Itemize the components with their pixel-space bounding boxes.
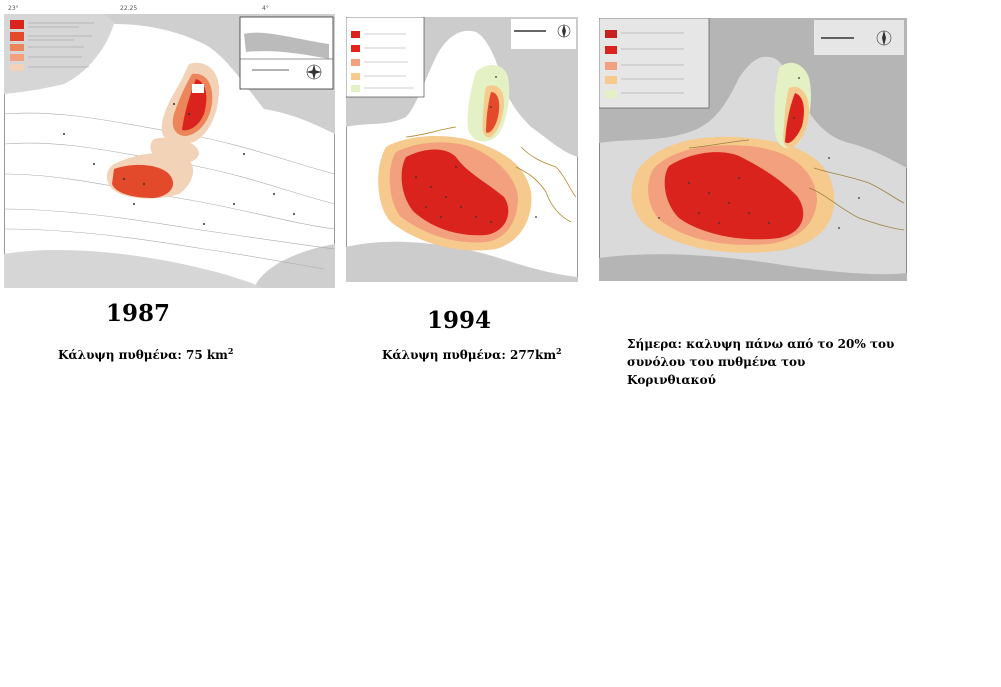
coverage-caption-today: Σήμερα: καλυψη πάνω από το 20% του συνόλ… <box>627 335 897 389</box>
year-label-1994: 1994 <box>427 307 492 334</box>
svg-text:22.25: 22.25 <box>120 5 137 12</box>
land-north <box>346 17 578 157</box>
land-south <box>599 254 907 281</box>
zone-red-today <box>664 152 804 240</box>
map-1987 <box>4 14 335 288</box>
year-label-1987: 1987 <box>106 300 171 327</box>
zone-red-1994 <box>401 149 509 236</box>
compass-rose-icon <box>306 64 322 80</box>
caption-line-1: Σήμερα: καλυψη πάνω από το 20% του <box>627 337 895 351</box>
compass-rose-icon <box>876 30 892 46</box>
axis-ticks-1987: 23° 22.25 4° <box>8 5 269 12</box>
coverage-caption-1987: Κάλυψη πυθμένα: 75 km2 <box>58 346 234 362</box>
land-south <box>4 249 264 288</box>
compass-rose-icon <box>557 24 571 38</box>
map-1994 <box>346 17 578 282</box>
svg-text:4°: 4° <box>262 5 269 12</box>
svg-text:23°: 23° <box>8 5 19 12</box>
legend-1987 <box>10 20 94 71</box>
map-today <box>599 18 907 281</box>
coverage-caption-1994: Κάλυψη πυθμένα: 277km2 <box>382 346 562 362</box>
legend-1994 <box>346 17 425 98</box>
land-south <box>346 241 578 282</box>
land-northwest <box>4 14 114 94</box>
caption-line-2: συνόλου του πυθμένα του Κορινθιακού <box>627 355 806 387</box>
